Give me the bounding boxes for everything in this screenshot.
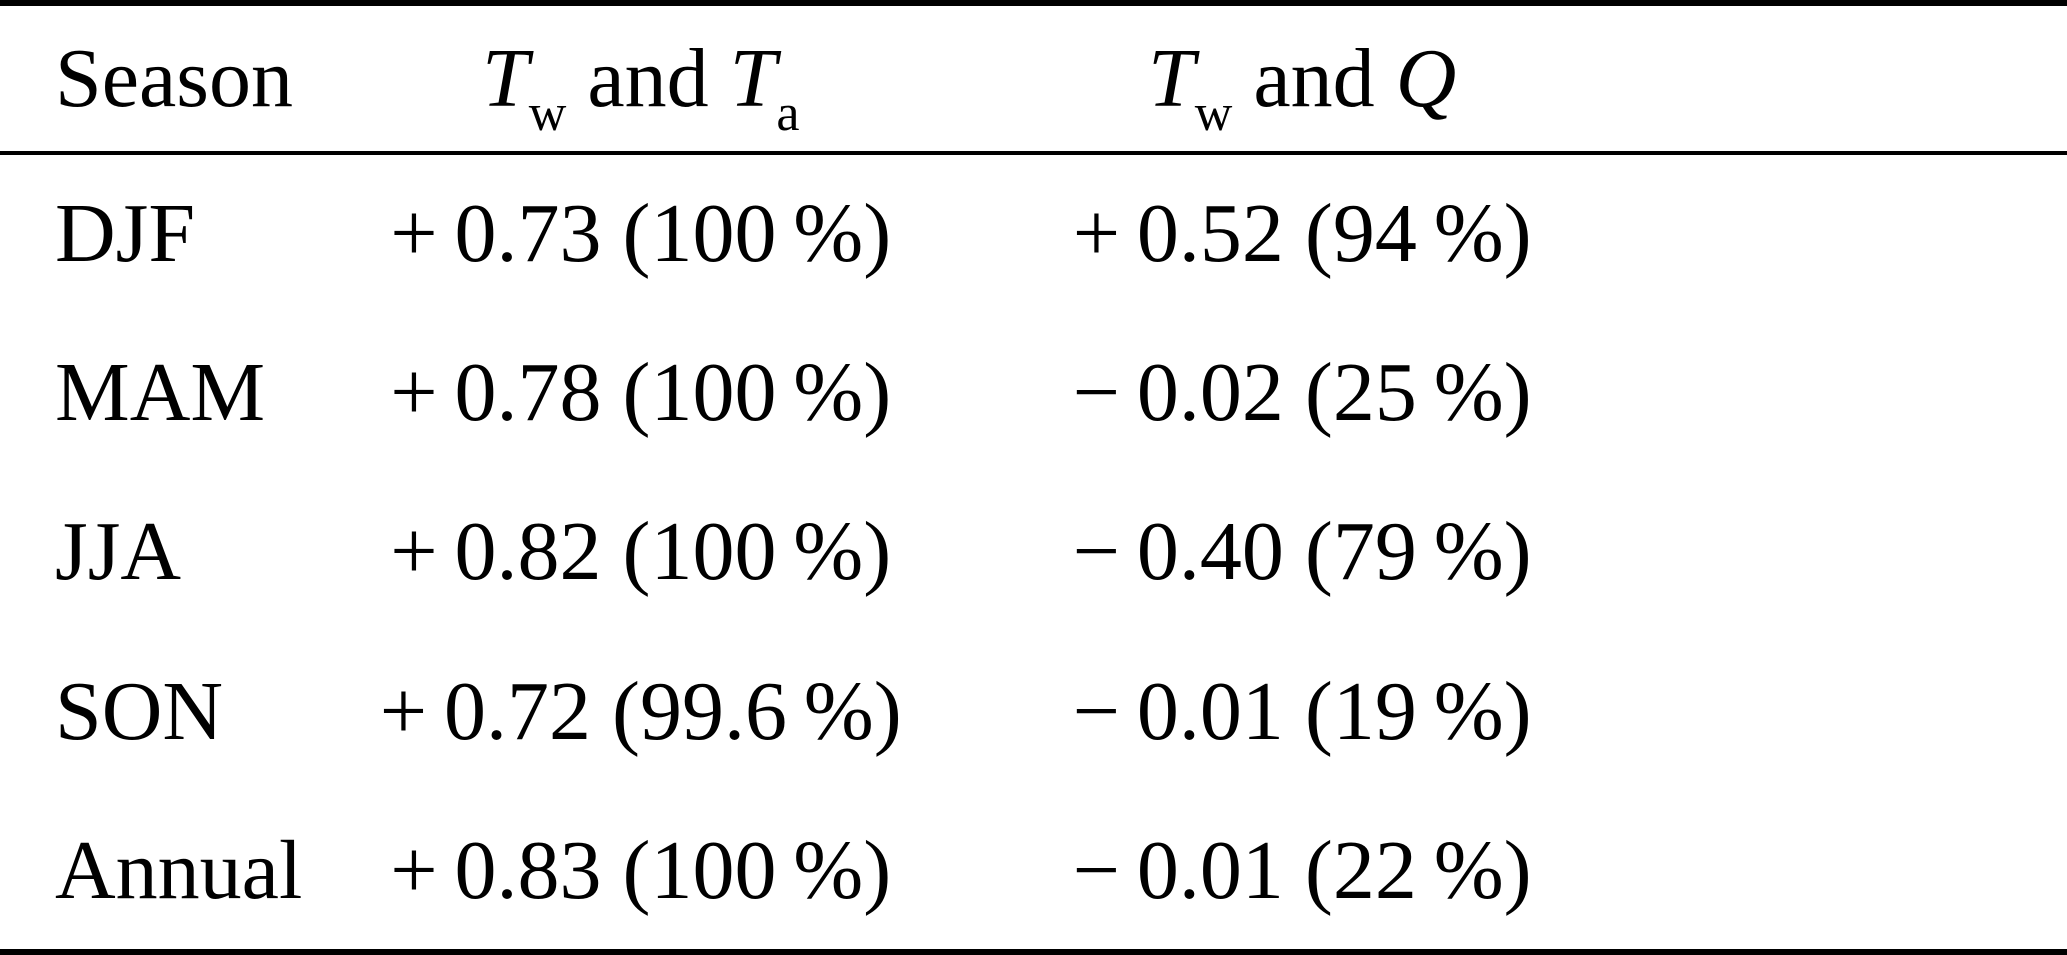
spacer-cell [1633,3,2067,153]
tw-q-cell: − 0.40 (79 %) [1072,505,1532,599]
math-var-t1: T [482,31,529,125]
tw-ta-cell: + 0.73 (100 %) [390,186,892,280]
table-row: DJF + 0.73 (100 %) + 0.52 (94 %) [0,153,2067,313]
season-cell: SON [55,665,224,759]
math-var-t2: T [729,31,777,125]
header-conjunction: and [566,31,730,125]
table-body: DJF + 0.73 (100 %) + 0.52 (94 %) MAM + 0… [0,153,2067,952]
tw-ta-cell: + 0.82 (100 %) [390,505,892,599]
math-sub-w1: w [528,84,567,142]
spacer-cell [1633,153,2067,313]
table-header: Season Tw and Ta Tw and Q [0,3,2067,153]
tw-q-cell: − 0.01 (19 %) [1072,665,1532,759]
season-cell: JJA [55,505,182,599]
spacer-cell [1633,632,2067,792]
table-row: Annual + 0.83 (100 %) − 0.01 (22 %) [0,792,2067,952]
math-sub-w2: w [1194,84,1233,142]
spacer-cell [1633,313,2067,473]
header-season-label: Season [55,31,293,125]
header-row: Season Tw and Ta Tw and Q [0,3,2067,153]
tw-ta-cell: + 0.72 (99.6 %) [379,665,902,759]
table-row: SON + 0.72 (99.6 %) − 0.01 (19 %) [0,632,2067,792]
season-cell: DJF [55,186,196,280]
tw-q-cell: + 0.52 (94 %) [1072,186,1532,280]
header-conjunction: and [1232,31,1396,125]
table-row: JJA + 0.82 (100 %) − 0.40 (79 %) [0,473,2067,633]
header-season: Season [0,3,310,153]
tw-q-cell: − 0.02 (25 %) [1072,345,1532,439]
season-cell: Annual [55,823,303,917]
header-tw-q: Tw and Q [971,3,1632,153]
tw-ta-cell: + 0.78 (100 %) [390,345,892,439]
table-row: MAM + 0.78 (100 %) − 0.02 (25 %) [0,313,2067,473]
math-var-t3: T [1148,31,1195,125]
math-var-q: Q [1395,31,1457,125]
season-cell: MAM [55,345,266,439]
tw-q-cell: − 0.01 (22 %) [1072,823,1532,917]
spacer-cell [1633,473,2067,633]
tw-ta-cell: + 0.83 (100 %) [390,823,892,917]
header-tw-ta: Tw and Ta [310,3,971,153]
spacer-cell [1633,792,2067,952]
math-sub-a: a [776,84,800,142]
